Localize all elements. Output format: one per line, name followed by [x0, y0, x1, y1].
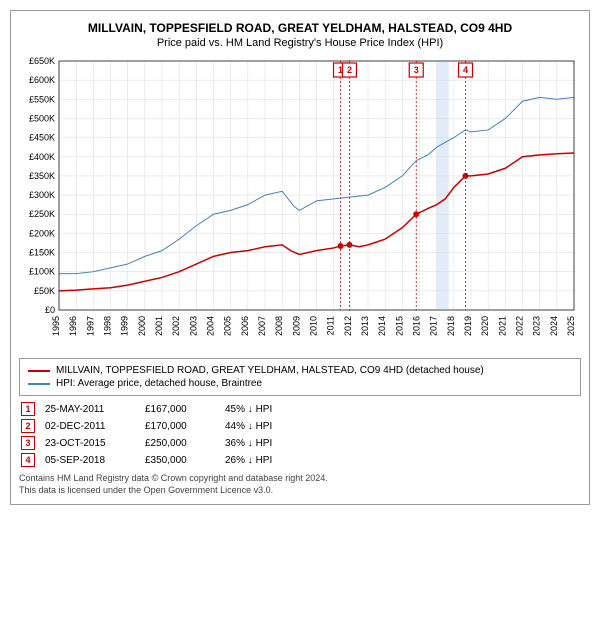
- svg-text:2012: 2012: [343, 316, 353, 336]
- svg-text:4: 4: [463, 65, 468, 75]
- svg-text:2: 2: [347, 65, 352, 75]
- svg-text:2021: 2021: [497, 316, 507, 336]
- svg-text:£250K: £250K: [29, 209, 55, 219]
- sale-row: 3 23-OCT-2015 £250,000 36% ↓ HPI: [19, 436, 581, 450]
- sale-diff: 45% ↓ HPI: [225, 404, 315, 415]
- sale-diff: 44% ↓ HPI: [225, 421, 315, 432]
- svg-text:£100K: £100K: [29, 267, 55, 277]
- svg-text:2007: 2007: [257, 316, 267, 336]
- svg-text:£450K: £450K: [29, 133, 55, 143]
- svg-text:2020: 2020: [480, 316, 490, 336]
- svg-text:£50K: £50K: [34, 286, 55, 296]
- sale-price: £170,000: [145, 421, 215, 432]
- svg-text:1996: 1996: [68, 316, 78, 336]
- svg-text:1997: 1997: [85, 316, 95, 336]
- svg-text:2001: 2001: [154, 316, 164, 336]
- footer: Contains HM Land Registry data © Crown c…: [19, 473, 581, 496]
- sale-marker-box: 1: [21, 402, 35, 416]
- legend-swatch-2: [28, 383, 50, 385]
- sale-price: £167,000: [145, 404, 215, 415]
- svg-text:£300K: £300K: [29, 190, 55, 200]
- svg-text:2015: 2015: [394, 316, 404, 336]
- sale-date: 02-DEC-2011: [45, 421, 135, 432]
- svg-text:2009: 2009: [291, 316, 301, 336]
- svg-text:2003: 2003: [188, 316, 198, 336]
- svg-text:2019: 2019: [463, 316, 473, 336]
- sale-row: 1 25-MAY-2011 £167,000 45% ↓ HPI: [19, 402, 581, 416]
- svg-text:£550K: £550K: [29, 94, 55, 104]
- sales-table: 1 25-MAY-2011 £167,000 45% ↓ HPI 2 02-DEC-201…: [19, 402, 581, 467]
- svg-text:1999: 1999: [120, 316, 130, 336]
- legend-row-2: HPI: Average price, detached house, Brai…: [28, 378, 572, 389]
- legend-label-2: HPI: Average price, detached house, Brai…: [56, 378, 262, 389]
- svg-text:2023: 2023: [532, 316, 542, 336]
- sale-row: 2 02-DEC-2011 £170,000 44% ↓ HPI: [19, 419, 581, 433]
- sale-price: £350,000: [145, 455, 215, 466]
- svg-text:2005: 2005: [223, 316, 233, 336]
- legend-swatch-1: [28, 370, 50, 372]
- svg-text:1998: 1998: [103, 316, 113, 336]
- chart-svg: £0 £50K £100K £150K £200K £250K £300K £350K £400…: [19, 55, 579, 345]
- svg-text:2022: 2022: [515, 316, 525, 336]
- svg-text:2006: 2006: [240, 316, 250, 336]
- sale-row: 4 05-SEP-2018 £350,000 26% ↓ HPI: [19, 453, 581, 467]
- footer-line-1: Contains HM Land Registry data © Crown c…: [19, 473, 581, 485]
- svg-text:2002: 2002: [171, 316, 181, 336]
- svg-text:£150K: £150K: [29, 248, 55, 258]
- svg-text:2014: 2014: [377, 316, 387, 336]
- svg-text:2016: 2016: [412, 316, 422, 336]
- sale-date: 25-MAY-2011: [45, 404, 135, 415]
- sale-date: 23-OCT-2015: [45, 438, 135, 449]
- svg-text:£0: £0: [45, 305, 55, 315]
- legend: MILLVAIN, TOPPESFIELD ROAD, GREAT YELDHA…: [19, 358, 581, 396]
- legend-label-1: MILLVAIN, TOPPESFIELD ROAD, GREAT YELDHA…: [56, 365, 484, 376]
- sale-date: 05-SEP-2018: [45, 455, 135, 466]
- svg-text:2000: 2000: [137, 316, 147, 336]
- chart-subtitle: Price paid vs. HM Land Registry's House …: [19, 37, 581, 49]
- sale-diff: 36% ↓ HPI: [225, 438, 315, 449]
- svg-text:2010: 2010: [309, 316, 319, 336]
- sale-marker-box: 2: [21, 419, 35, 433]
- chart-title: MILLVAIN, TOPPESFIELD ROAD, GREAT YELDHA…: [19, 21, 581, 35]
- svg-text:2017: 2017: [429, 316, 439, 336]
- svg-text:3: 3: [414, 65, 419, 75]
- svg-text:£600K: £600K: [29, 75, 55, 85]
- legend-row-1: MILLVAIN, TOPPESFIELD ROAD, GREAT YELDHA…: [28, 365, 572, 376]
- sale-price: £250,000: [145, 438, 215, 449]
- svg-text:2008: 2008: [274, 316, 284, 336]
- svg-text:2011: 2011: [326, 316, 336, 335]
- chart-container: MILLVAIN, TOPPESFIELD ROAD, GREAT YELDHA…: [10, 10, 590, 505]
- svg-text:£350K: £350K: [29, 171, 55, 181]
- svg-text:£200K: £200K: [29, 228, 55, 238]
- svg-text:2024: 2024: [549, 316, 559, 336]
- chart-plot: £0 £50K £100K £150K £200K £250K £300K £350K £400…: [19, 55, 581, 350]
- footer-line-2: This data is licensed under the Open Gov…: [19, 485, 581, 497]
- sale-marker-box: 3: [21, 436, 35, 450]
- svg-text:2013: 2013: [360, 316, 370, 336]
- svg-text:2018: 2018: [446, 316, 456, 336]
- sale-marker-box: 4: [21, 453, 35, 467]
- svg-text:£650K: £650K: [29, 56, 55, 66]
- svg-text:2004: 2004: [206, 316, 216, 336]
- svg-text:2025: 2025: [566, 316, 576, 336]
- sale-diff: 26% ↓ HPI: [225, 455, 315, 466]
- svg-text:1995: 1995: [51, 316, 61, 336]
- svg-text:£500K: £500K: [29, 113, 55, 123]
- svg-text:£400K: £400K: [29, 152, 55, 162]
